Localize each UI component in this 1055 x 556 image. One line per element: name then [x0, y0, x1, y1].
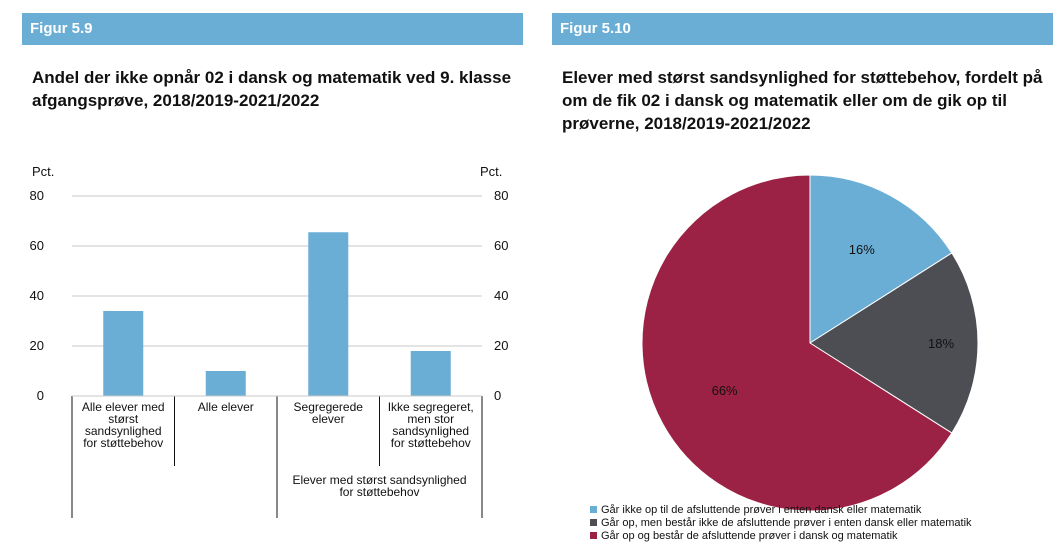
pie-slice — [809, 174, 953, 344]
legend-swatch — [590, 532, 597, 539]
chart-legend: Går ikke op til de afsluttende prøver i … — [590, 504, 972, 543]
y-axis-label-left: Pct. — [32, 164, 54, 179]
x-group-label: Elever med størst sandsynlighed for støtt… — [292, 473, 466, 499]
y-tick-label-left: 40 — [30, 288, 44, 303]
x-tick-label: Alle elever — [198, 400, 254, 414]
bar — [410, 351, 451, 396]
legend-swatch — [590, 506, 597, 513]
figure-panel-left: Figur 5.9 Andel der ikke opnår 02 i dans… — [22, 13, 523, 556]
legend-label: Går op og består de afsluttende prøver i… — [601, 530, 898, 542]
data-label: 16% — [849, 242, 875, 257]
legend-label: Går op, men består ikke de afsluttende p… — [601, 517, 972, 529]
chart-title: Elever med størst sandsynlighed for støt… — [562, 68, 1043, 133]
y-tick-label-right: 40 — [494, 288, 508, 303]
pie-chart: 16% 18% 66% — [641, 174, 979, 512]
legend-item: Går op, men består ikke de afsluttende p… — [590, 517, 972, 530]
bar — [103, 311, 144, 396]
x-tick-label: Ikke segregeret, men stor sandsynlighed for… — [388, 400, 474, 450]
x-tick-label: Alle elever med størst sandsynlighed for st… — [82, 400, 165, 450]
bar-chart: Pct. Pct. 0 0 20 20 40 40 60 60 80 80 Alle elever me… — [30, 164, 508, 518]
data-label: 18% — [928, 336, 954, 351]
y-axis-label-right: Pct. — [480, 164, 502, 179]
y-tick-label-right: 0 — [494, 388, 501, 403]
chart-title: Andel der ikke opnår 02 i dansk og matem… — [32, 68, 512, 110]
pie-slice — [809, 252, 979, 434]
bar — [205, 371, 246, 396]
legend-swatch — [590, 519, 597, 526]
y-tick-label-left: 0 — [37, 388, 44, 403]
figure-label: Figur 5.9 — [22, 13, 523, 45]
legend-item: Går op og består de afsluttende prøver i… — [590, 530, 972, 543]
y-tick-label-right: 20 — [494, 338, 508, 353]
y-tick-label-left: 80 — [30, 188, 44, 203]
y-tick-label-right: 80 — [494, 188, 508, 203]
data-label: 66% — [712, 383, 738, 398]
y-tick-label-left: 60 — [30, 238, 44, 253]
x-tick-label: Segregerede elever — [294, 400, 364, 426]
pie-slice — [641, 174, 953, 512]
legend-item: Går ikke op til de afsluttende prøver i … — [590, 504, 972, 517]
bar — [308, 232, 349, 396]
y-tick-label-left: 20 — [30, 338, 44, 353]
y-tick-label-right: 60 — [494, 238, 508, 253]
figure-panel-right: Figur 5.10 Elever med størst sandsynligh… — [552, 13, 1053, 556]
legend-label: Går ikke op til de afsluttende prøver i … — [601, 504, 922, 516]
figure-label: Figur 5.10 — [552, 13, 1053, 45]
